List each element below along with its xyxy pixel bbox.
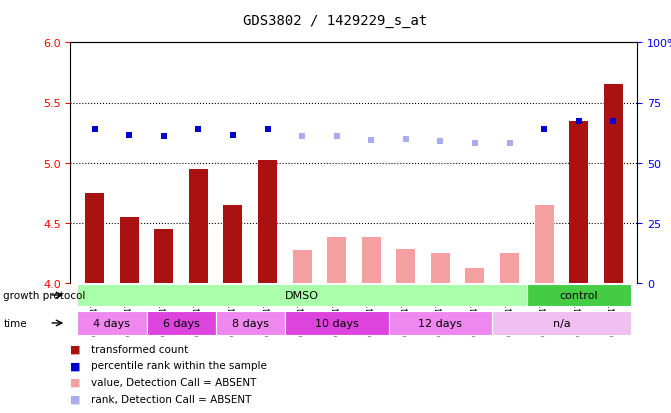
Bar: [189, 169, 208, 283]
Bar: [293, 251, 311, 283]
Bar: [146, 311, 215, 335]
Text: rank, Detection Call = ABSENT: rank, Detection Call = ABSENT: [91, 394, 251, 404]
Text: value, Detection Call = ABSENT: value, Detection Call = ABSENT: [91, 377, 256, 387]
Text: 6 days: 6 days: [162, 318, 199, 328]
Text: ■: ■: [70, 361, 81, 370]
Text: 10 days: 10 days: [315, 318, 358, 328]
Text: GDS3802 / 1429229_s_at: GDS3802 / 1429229_s_at: [244, 14, 427, 28]
Bar: [397, 249, 415, 283]
Text: ■: ■: [70, 344, 81, 354]
Text: n/a: n/a: [552, 318, 570, 328]
Bar: [285, 311, 389, 335]
Bar: [500, 253, 519, 283]
Bar: [258, 161, 277, 283]
Text: 12 days: 12 days: [419, 318, 462, 328]
Bar: [389, 311, 493, 335]
Bar: [85, 193, 104, 283]
Bar: [327, 237, 346, 283]
Bar: [569, 121, 588, 283]
Bar: [527, 284, 631, 306]
Text: growth protocol: growth protocol: [3, 290, 86, 300]
Bar: [119, 217, 139, 283]
Bar: [215, 311, 285, 335]
Text: transformed count: transformed count: [91, 344, 188, 354]
Bar: [493, 311, 631, 335]
Text: time: time: [3, 318, 27, 328]
Bar: [466, 268, 484, 283]
Text: ■: ■: [70, 377, 81, 387]
Bar: [77, 311, 146, 335]
Text: percentile rank within the sample: percentile rank within the sample: [91, 361, 266, 370]
Bar: [535, 205, 554, 283]
Text: 8 days: 8 days: [231, 318, 268, 328]
Bar: [362, 237, 380, 283]
Bar: [431, 253, 450, 283]
Text: DMSO: DMSO: [285, 290, 319, 300]
Bar: [223, 205, 242, 283]
Text: 4 days: 4 days: [93, 318, 130, 328]
Text: ■: ■: [70, 394, 81, 404]
Text: control: control: [560, 290, 598, 300]
Bar: [154, 229, 173, 283]
Bar: [77, 284, 527, 306]
Bar: [604, 85, 623, 283]
